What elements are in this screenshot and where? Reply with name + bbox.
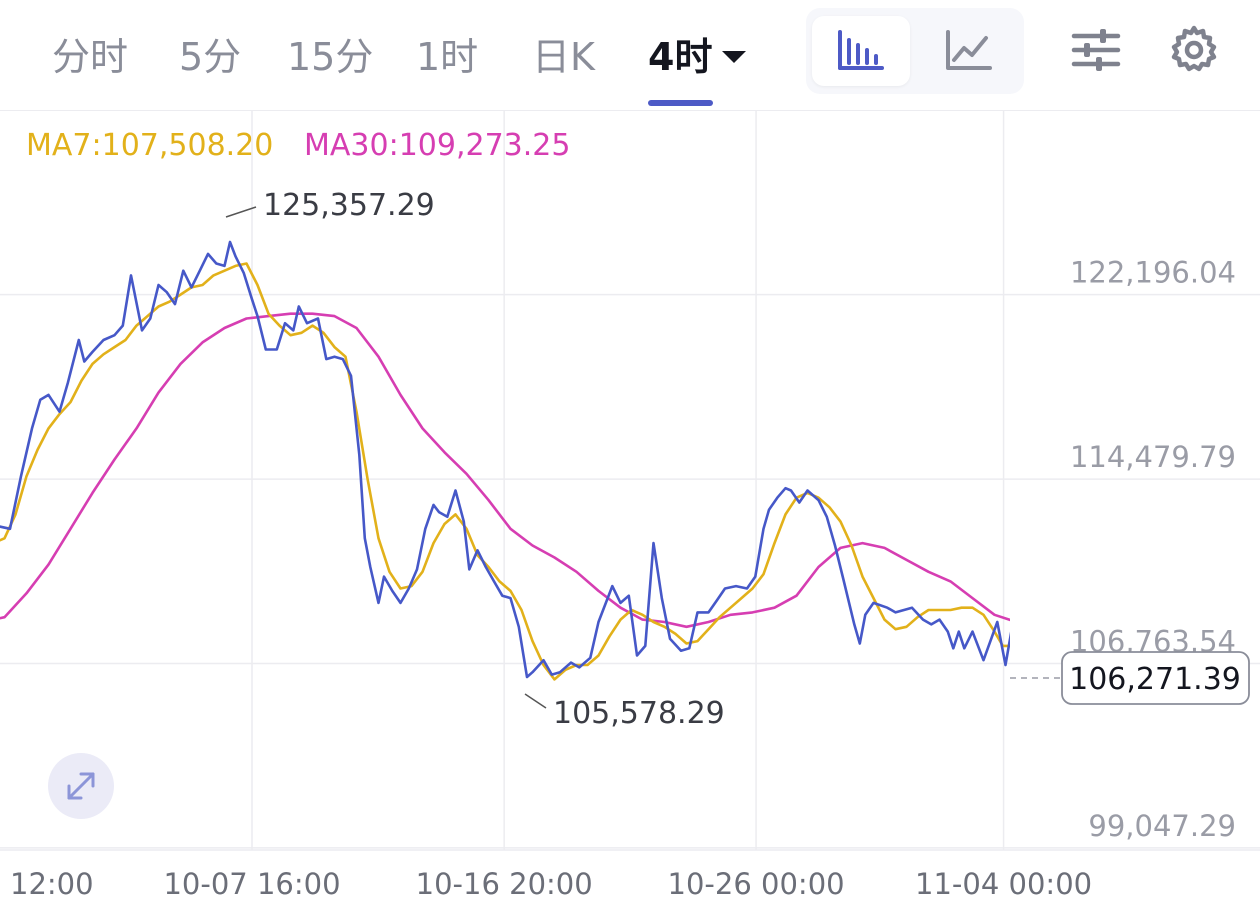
tab-1hour[interactable]: 1时 [416, 35, 479, 79]
active-tab-underline [648, 100, 713, 106]
price-chart[interactable]: 122,196.04114,479.79106,763.5499,047.291… [0, 110, 1260, 913]
high-price-label: 125,357.29 [263, 188, 435, 223]
line-chart-button[interactable] [920, 16, 1018, 86]
fullscreen-button[interactable] [48, 753, 114, 819]
tab-day[interactable]: 日K [532, 35, 595, 79]
low-price-label: 105,578.29 [553, 696, 725, 731]
tab-15min[interactable]: 15分 [287, 35, 374, 79]
y-tick-label: 114,479.79 [1070, 440, 1236, 474]
current-price-box [1061, 651, 1250, 705]
price-line [0, 240, 1010, 679]
ma30-line [0, 312, 1010, 629]
tab-4hour-label: 4时 [648, 35, 713, 79]
tab-4hour[interactable]: 4时 [648, 26, 747, 81]
high-marker-line [225, 206, 257, 218]
candlestick-button[interactable] [812, 16, 910, 86]
y-tick-label: 122,196.04 [1070, 256, 1236, 290]
timeframe-tab-bar: 分时 5分 15分 1时 日K 4时 [0, 0, 1260, 111]
x-tick-label: 10-16 20:00 [416, 867, 593, 901]
line-chart-icon [946, 30, 992, 70]
candlestick-icon [838, 30, 884, 70]
low-marker-line [524, 693, 547, 709]
ma7-legend: MA7:107,508.20 [26, 128, 274, 163]
x-tick-label: 11-04 00:00 [915, 867, 1092, 901]
caret-down-icon [722, 50, 747, 63]
ma30-legend: MA30:109,273.25 [304, 128, 571, 163]
y-tick-label: 99,047.29 [1088, 809, 1236, 843]
expand-icon [67, 772, 95, 800]
x-tick-label: 10-26 00:00 [668, 867, 845, 901]
indicator-settings-icon[interactable] [1070, 24, 1122, 76]
gear-icon[interactable] [1168, 24, 1220, 76]
current-price-label: 106,271.39 [1069, 662, 1241, 697]
tab-timeshare[interactable]: 分时 [52, 35, 129, 79]
chart-type-toggle [806, 8, 1024, 94]
ma7-line [0, 262, 1010, 681]
x-tick-label: 12:00 [10, 867, 94, 901]
x-tick-label: 10-07 16:00 [163, 867, 340, 901]
tab-5min[interactable]: 5分 [179, 35, 242, 79]
